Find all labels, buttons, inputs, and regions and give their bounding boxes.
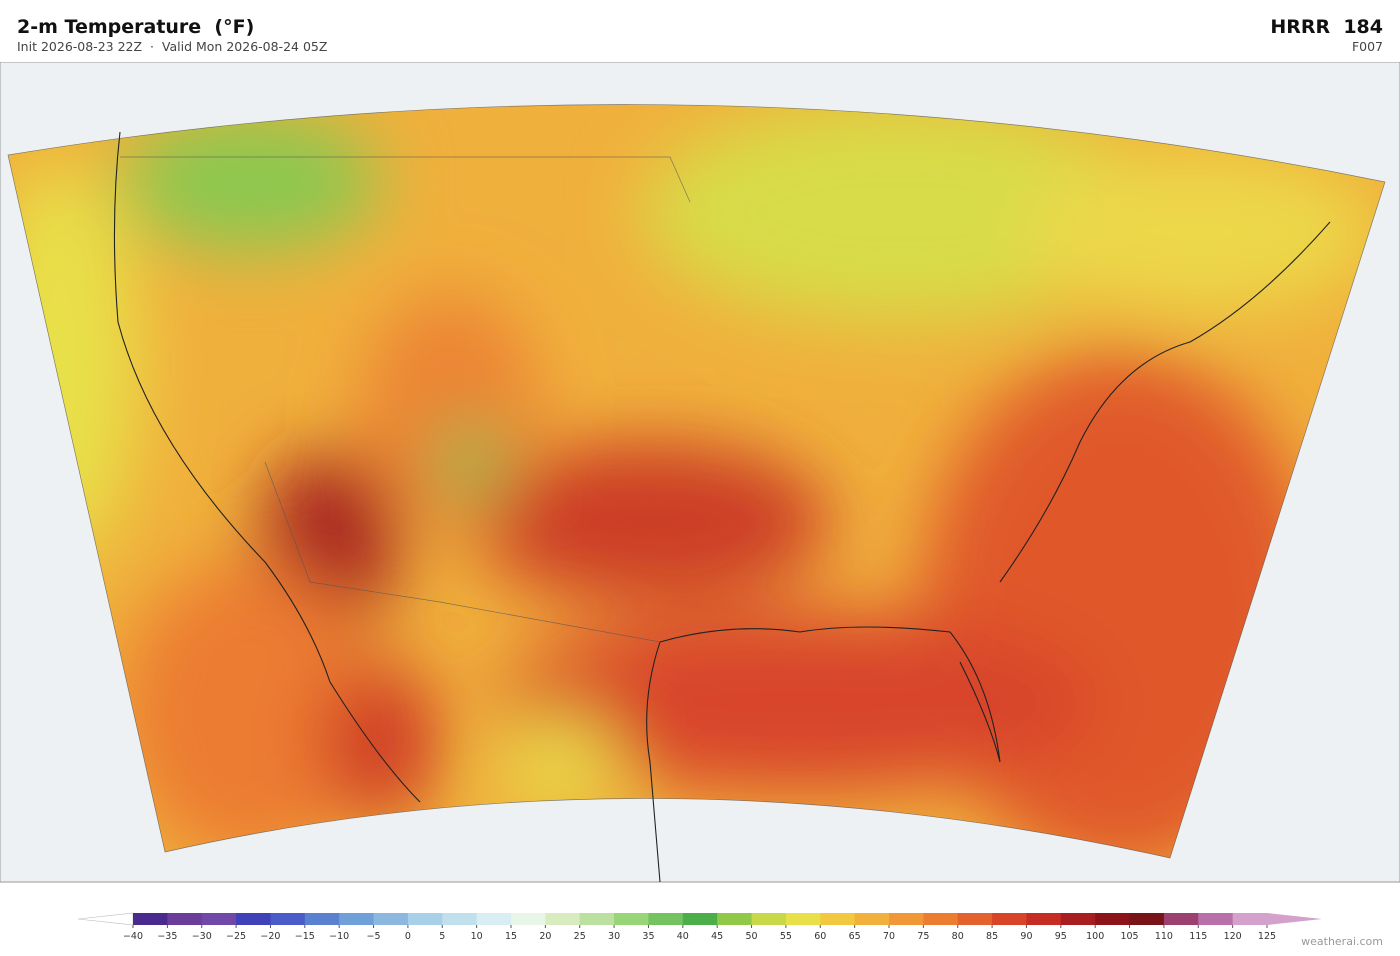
colorbar-segment [201, 913, 237, 925]
title: 2-m Temperature (°F) [17, 16, 255, 38]
colorbar: −40 −35 −30 −25 −20 −15 −10 −5 0 5 10 15 20 25 30 35 40 4… [77, 912, 1322, 942]
colorbar-tick-label: 100 [1086, 931, 1104, 942]
colorbar-segment [614, 913, 649, 925]
colorbar-segment [442, 913, 478, 925]
coastlines [113, 131, 1331, 883]
colorbar-segment [304, 913, 340, 925]
colorbar-segment [923, 913, 959, 925]
colorbar-tick-label: 30 [608, 931, 620, 942]
colorbar-segment [957, 913, 993, 925]
colorbar-tick-label: 10 [471, 931, 483, 942]
colorbar-segment [511, 913, 546, 925]
colorbar-tick-label: −40 [123, 931, 143, 942]
colorbar-segment [1232, 913, 1268, 925]
colorbar-segment [992, 913, 1027, 925]
colorbar-segment [717, 913, 753, 925]
colorbar-tick-label: 110 [1155, 931, 1173, 942]
colorbar-segment [339, 913, 375, 925]
colorbar-segment [648, 913, 684, 925]
colorbar-tick-label: 35 [642, 931, 654, 942]
colorbar-tick-label: −20 [260, 931, 280, 942]
model: HRRR 184 [1270, 16, 1383, 38]
colorbar-tick-label: 55 [780, 931, 792, 942]
colorbar-tick-label: 95 [1055, 931, 1067, 942]
colorbar-segment [373, 913, 409, 925]
colorbar-segment [889, 913, 924, 925]
colorbar-segment [1095, 913, 1131, 925]
colorbar-segment [1198, 913, 1234, 925]
colorbar-segment [270, 913, 306, 925]
colorbar-tick-label: 105 [1120, 931, 1138, 942]
colorbar-tick-label: −5 [367, 931, 381, 942]
colorbar-tick-label: 65 [849, 931, 861, 942]
colorbar-tick-label: 50 [745, 931, 757, 942]
colorbar-tick-label: 5 [439, 931, 445, 942]
colorbar-tick-label: 40 [677, 931, 689, 942]
map [0, 62, 1400, 883]
colorbar-tick-label: 70 [883, 931, 895, 942]
colorbar-tick-label: 20 [539, 931, 551, 942]
colorbar-segment [1060, 913, 1096, 925]
colorbar-segment [751, 913, 787, 925]
colorbar-tick-label: 15 [505, 931, 517, 942]
colorbar-segment [785, 913, 821, 925]
colorbar-segment [407, 913, 443, 925]
forecast-hour: F007 [1351, 39, 1383, 54]
colorbar-tick-label: 90 [1020, 931, 1032, 942]
colorbar-tick-label: 25 [574, 931, 586, 942]
colorbar-segment [854, 913, 890, 925]
colorbar-tick-label: 60 [814, 931, 826, 942]
colorbar-tick-label: 45 [711, 931, 723, 942]
colorbar-tick-label: 0 [405, 931, 411, 942]
colorbar-segment [236, 913, 271, 925]
colorbar-over [1267, 913, 1322, 925]
colorbar-segment [167, 913, 203, 925]
colorbar-segment [682, 913, 718, 925]
colorbar-segment [579, 913, 615, 925]
colorbar-segment [1163, 913, 1199, 925]
colorbar-segment [1026, 913, 1062, 925]
borders [7, 104, 1386, 859]
colorbar-segment [820, 913, 856, 925]
subtitle: Init 2026-08-23 22Z · Valid Mon 2026-08-… [17, 39, 328, 54]
colorbar-segment [476, 913, 512, 925]
colorbar-segment [133, 913, 168, 925]
colorbar-tick-label: 125 [1258, 931, 1276, 942]
colorbar-under [77, 912, 134, 926]
colorbar-tick-label: 75 [917, 931, 929, 942]
colorbar-segment [545, 913, 581, 925]
temperature-field [8, 104, 1385, 858]
colorbar-tick-label: 85 [986, 931, 998, 942]
colorbar-tick-label: 120 [1224, 931, 1242, 942]
colorbar-tick-label: 80 [952, 931, 964, 942]
colorbar-tick-label: 115 [1189, 931, 1207, 942]
colorbar-segment [1129, 913, 1165, 925]
colorbar-tick-label: −15 [295, 931, 315, 942]
colorbar-tick-label: −25 [226, 931, 246, 942]
credit: weatherai.com [1301, 935, 1383, 948]
colorbar-tick-label: −35 [157, 931, 177, 942]
colorbar-tick-label: −30 [192, 931, 212, 942]
colorbar-tick-label: −10 [329, 931, 349, 942]
